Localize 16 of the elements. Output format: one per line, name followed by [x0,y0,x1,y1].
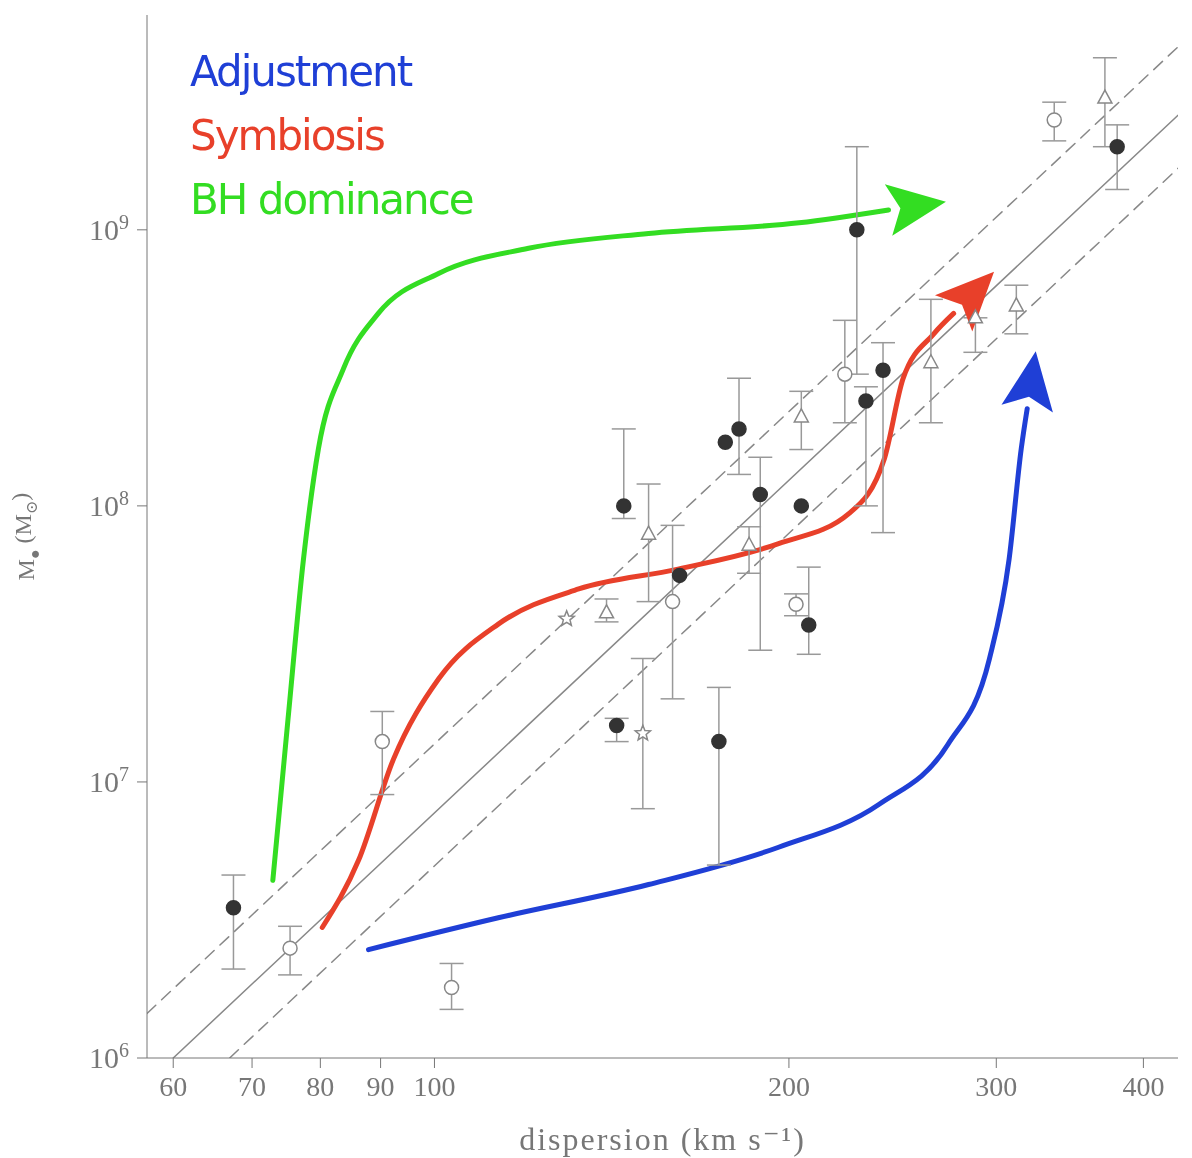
y-tick-label: 10$^{8}$ [89,486,129,522]
x-tick-label: 100 [413,1071,456,1102]
x-axis-title: dispersion (km s⁻¹) [519,1121,806,1157]
y-tick-label: 10$^{9}$ [89,210,129,246]
x-tick-label: 200 [767,1071,810,1102]
y-tick-label: 10$^{7}$ [89,762,129,798]
x-tick-label: 300 [975,1071,1018,1102]
x-tick-label: 60 [159,1071,188,1102]
x-tick-label: 70 [238,1071,267,1102]
x-tick-label: 400 [1122,1071,1165,1102]
series-label: BH dominance [190,174,473,226]
text: Adjustment [190,46,413,98]
text: Symbiosis [190,110,385,162]
x-tick-label: 90 [366,1071,395,1102]
x-tick-label: 80 [306,1071,335,1102]
y-tick-label: 10$^{6}$ [89,1039,129,1074]
